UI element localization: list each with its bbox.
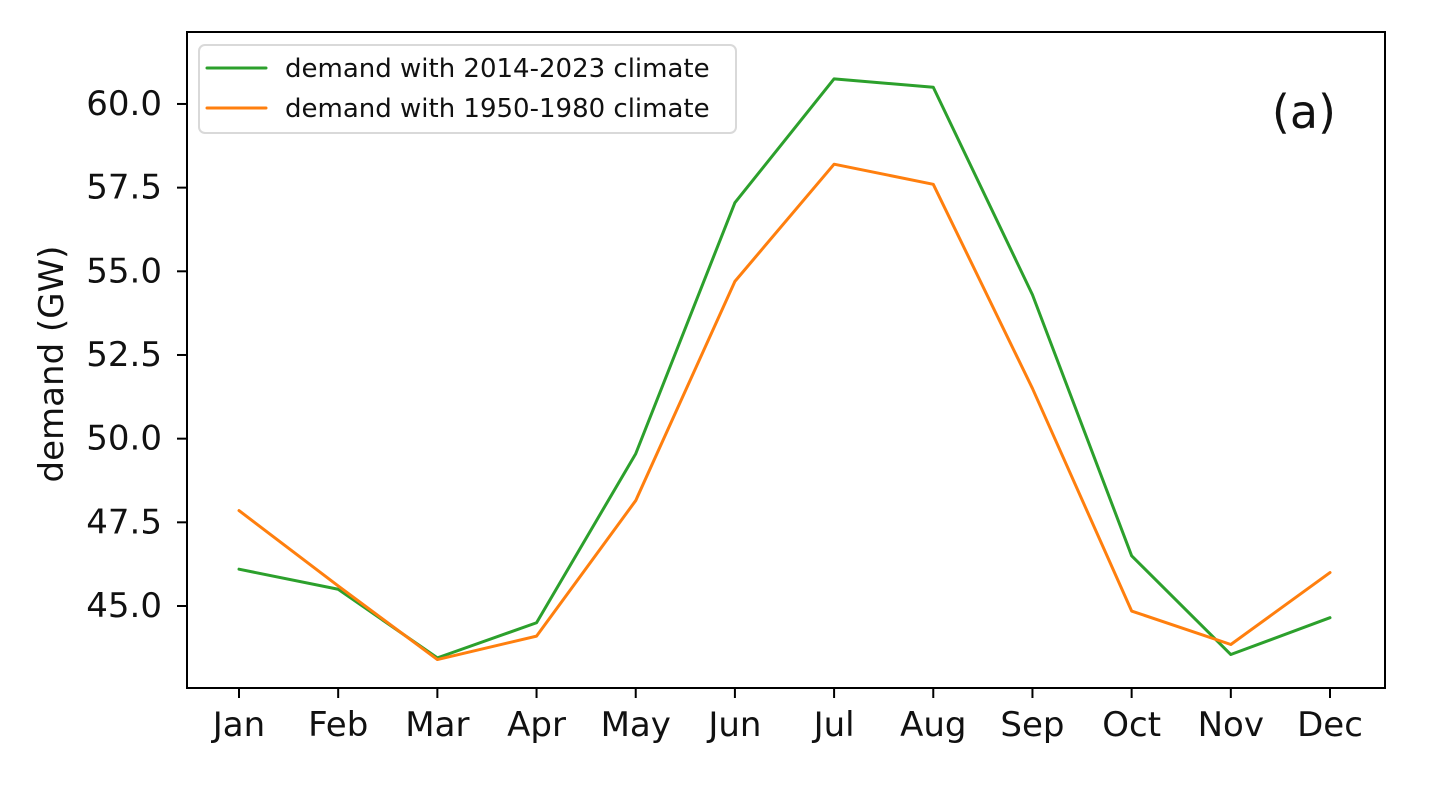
x-tick-label: Apr	[507, 705, 566, 745]
x-tick-label: Aug	[900, 705, 966, 745]
x-tick-label: Mar	[405, 705, 469, 745]
plot-area	[186, 31, 1386, 689]
y-tick-label: 45.0	[86, 586, 162, 626]
x-tick-label: May	[601, 705, 671, 745]
x-tick-label: Oct	[1102, 705, 1161, 745]
y-axis-label: demand (GW)	[32, 246, 72, 483]
x-tick-label: Nov	[1198, 705, 1264, 745]
x-tick-label: Jul	[812, 705, 855, 745]
panel-label: (a)	[1272, 85, 1336, 139]
x-tick-label: Jun	[706, 705, 761, 745]
y-tick-label: 60.0	[86, 84, 162, 124]
legend-box	[198, 44, 737, 134]
y-tick-label: 55.0	[86, 251, 162, 291]
legend-label-1950-1980: demand with 1950-1980 climate	[285, 94, 710, 124]
y-tick-label: 52.5	[86, 335, 162, 375]
x-tick-label: Sep	[1000, 705, 1064, 745]
x-tick-label: Jan	[211, 705, 265, 745]
y-tick-label: 57.5	[86, 168, 162, 208]
series-line-1950-1980	[237, 162, 1332, 662]
y-tick-label: 50.0	[86, 419, 162, 459]
x-tick-label: Feb	[308, 705, 368, 745]
legend-label-2014-2023: demand with 2014-2023 climate	[285, 54, 710, 84]
y-tick-label: 47.5	[86, 502, 162, 542]
x-tick-label: Dec	[1297, 705, 1363, 745]
